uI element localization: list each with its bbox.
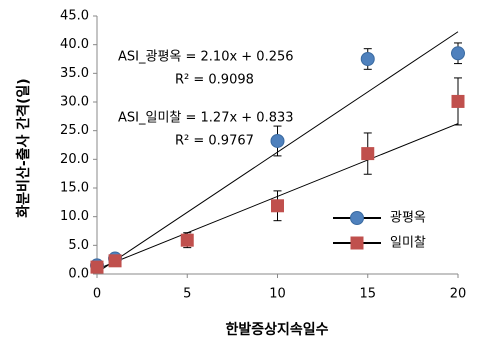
legend-label: 일미찰: [390, 236, 426, 251]
point: [270, 133, 285, 148]
y-tick-label: 30.0: [60, 95, 89, 110]
point: [180, 233, 194, 247]
legend-marker: [350, 236, 364, 250]
y-tick-label: 10.0: [60, 209, 89, 224]
equation: ASI_일미찰 = 1.27x + 0.833: [118, 111, 294, 126]
point: [451, 94, 465, 108]
point: [361, 147, 375, 161]
x-tick-label: 10: [269, 287, 286, 302]
legend-marker: [350, 211, 364, 225]
y-tick-label: 35.0: [60, 66, 89, 81]
y-tick-label: 20.0: [60, 152, 89, 167]
point: [90, 260, 104, 274]
y-tick-label: 25.0: [60, 123, 89, 138]
y-tick-label: 5.0: [68, 238, 89, 253]
point: [360, 52, 375, 66]
x-tick-label: 0: [93, 287, 101, 302]
x-tick-label: 20: [450, 287, 467, 302]
legend-label: 광평옥: [390, 211, 426, 226]
y-tick-label: 15.0: [60, 181, 89, 196]
y-tick-label: 45.0: [60, 9, 89, 24]
x-tick-label: 5: [183, 287, 191, 302]
point: [451, 46, 465, 61]
r-squared: R² = 0.9098: [175, 73, 254, 88]
y-tick-label: 40.0: [60, 37, 89, 52]
point: [108, 254, 122, 268]
equation: ASI_광평옥 = 2.10x + 0.256: [118, 50, 294, 65]
x-axis-title: 한발증상지속일수: [225, 321, 328, 338]
point: [271, 199, 284, 213]
y-tick-label: 0.0: [68, 267, 89, 282]
x-tick-label: 15: [359, 287, 376, 302]
y-axis-title: 화분비산-출사 간격(일): [15, 78, 32, 217]
r-squared: R² = 0.9767: [175, 134, 254, 149]
